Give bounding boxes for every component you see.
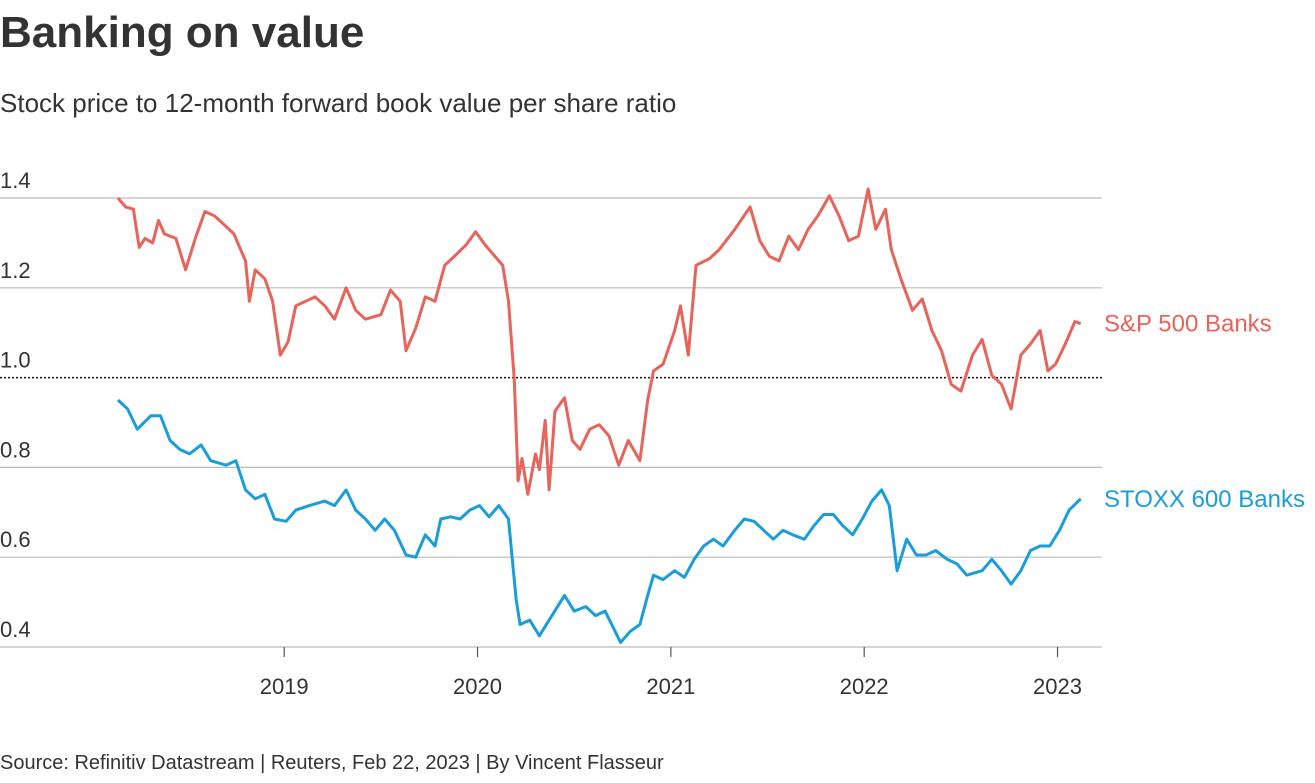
chart-subtitle: Stock price to 12-month forward book val…: [0, 88, 676, 118]
chart-title: Banking on value: [0, 8, 364, 57]
x-tick-label: 2019: [260, 674, 309, 699]
x-tick-label: 2020: [453, 674, 502, 699]
y-tick-label: 0.6: [0, 527, 31, 552]
x-tick-label: 2023: [1033, 674, 1082, 699]
y-tick-label: 0.4: [0, 617, 31, 642]
series-line: [116, 187, 1082, 496]
x-tick-label: 2021: [646, 674, 695, 699]
y-tick-label: 1.4: [0, 168, 31, 193]
y-tick-label: 0.8: [0, 437, 31, 462]
x-tick-label: 2022: [840, 674, 889, 699]
series-label: STOXX 600 Banks: [1104, 486, 1305, 513]
series-line: [116, 398, 1082, 644]
y-tick-label: 1.0: [0, 348, 31, 373]
y-tick-label: 1.2: [0, 258, 31, 283]
source-note: Source: Refinitiv Datastream | Reuters, …: [0, 752, 664, 774]
series-label: S&P 500 Banks: [1104, 311, 1272, 338]
